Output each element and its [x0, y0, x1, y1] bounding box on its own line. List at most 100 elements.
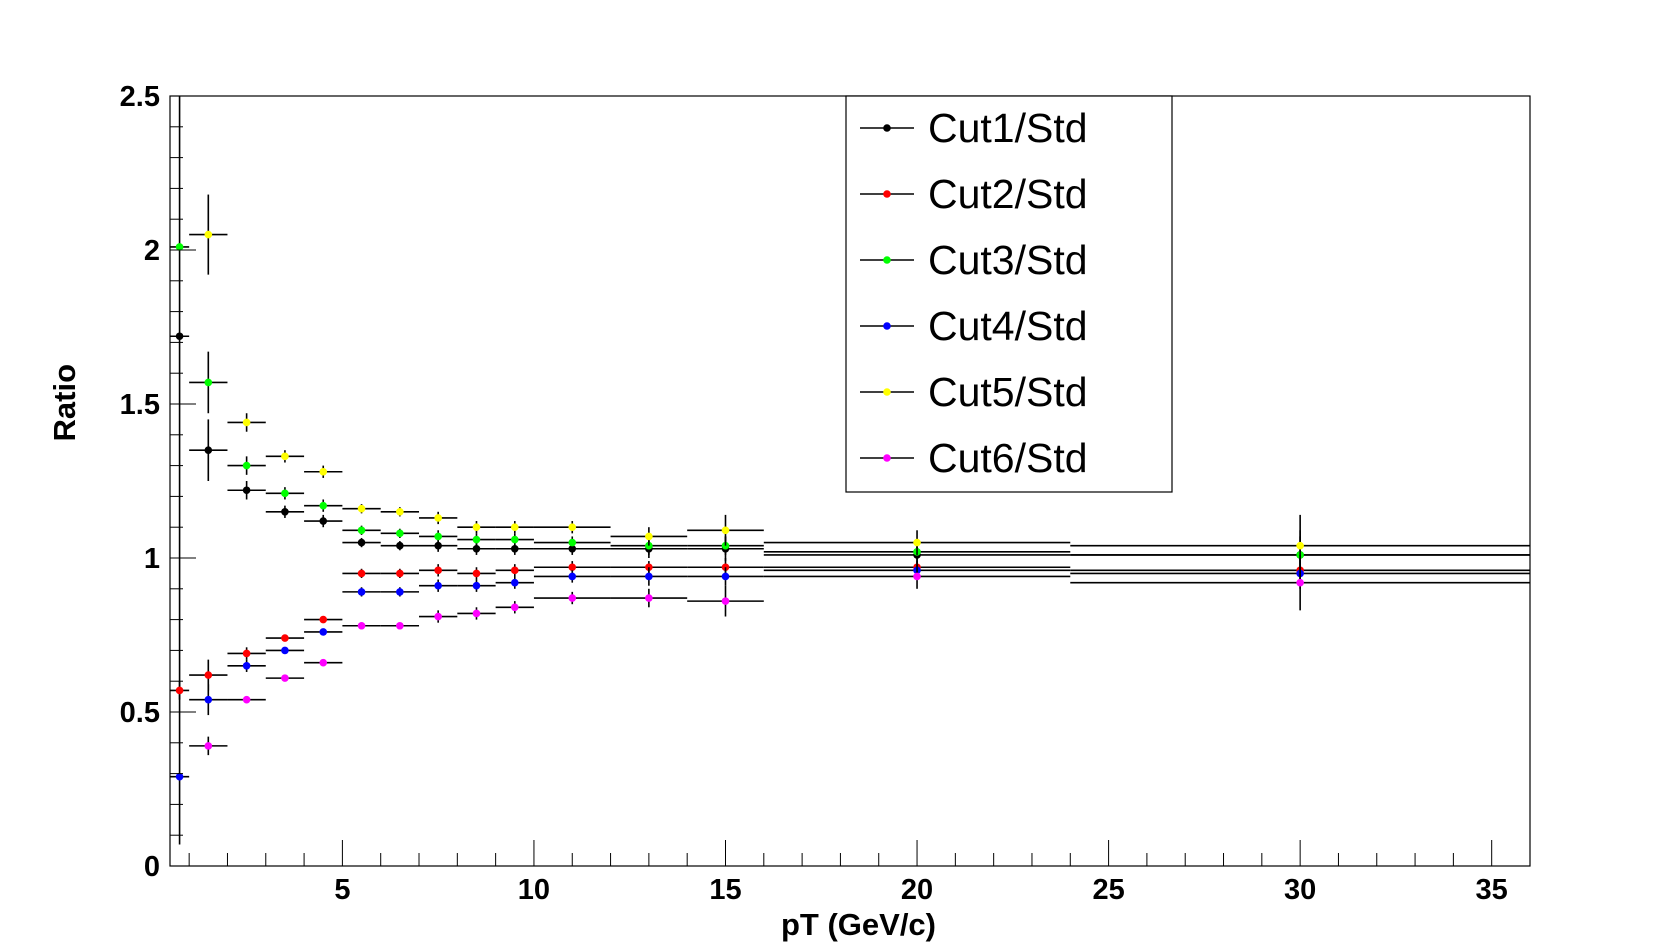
- legend-marker: [883, 388, 891, 396]
- y-tick-label: 0.5: [120, 697, 160, 729]
- data-point: [434, 514, 442, 522]
- x-tick-label: 30: [1284, 874, 1316, 906]
- data-point: [175, 332, 184, 341]
- legend-marker: [883, 454, 891, 462]
- data-point: [242, 418, 251, 427]
- data-point: [568, 594, 577, 602]
- x-tick-label: 5: [334, 874, 350, 906]
- data-point: [242, 695, 251, 704]
- x-tick-label: 20: [901, 874, 933, 906]
- data-point: [357, 588, 366, 596]
- data-point: [204, 378, 213, 387]
- legend-box: [845, 95, 1173, 493]
- data-point: [434, 566, 442, 575]
- data-point: [319, 467, 328, 476]
- data-point: [472, 544, 481, 553]
- data-point: [721, 572, 730, 581]
- legend-label: Cut3/Std: [928, 237, 1088, 283]
- data-point: [242, 662, 251, 670]
- data-point: [281, 646, 289, 655]
- y-tick-label: 2.5: [120, 81, 160, 113]
- data-point: [472, 609, 481, 618]
- data-point: [281, 452, 289, 461]
- data-point: [510, 566, 519, 575]
- data-layer: [170, 96, 1530, 845]
- x-tick-label: 35: [1476, 874, 1508, 906]
- x-tick-label: 15: [709, 874, 741, 906]
- legend-marker: [883, 124, 891, 132]
- data-point: [396, 569, 404, 578]
- legend-label: Cut4/Std: [928, 303, 1088, 349]
- y-tick-label: 0: [144, 851, 160, 883]
- data-point: [568, 563, 577, 572]
- data-point: [242, 649, 251, 658]
- data-point: [242, 486, 251, 495]
- data-point: [175, 772, 184, 781]
- data-point: [204, 695, 213, 704]
- series-Cut5/Std: [189, 194, 1530, 577]
- x-axis-title: pT (GeV/c): [781, 907, 936, 942]
- data-point: [204, 230, 213, 239]
- data-point: [434, 612, 442, 621]
- y-axis-title: Ratio: [47, 364, 82, 442]
- data-point: [645, 594, 653, 602]
- data-point: [510, 603, 519, 612]
- data-point: [204, 671, 213, 679]
- data-point: [434, 581, 442, 590]
- data-point: [319, 628, 328, 636]
- y-tick-label: 1.5: [120, 389, 160, 421]
- legend-marker: [883, 256, 891, 264]
- legend-label: Cut5/Std: [928, 369, 1088, 415]
- data-point: [396, 508, 404, 516]
- legend-label: Cut1/Std: [928, 105, 1088, 151]
- data-point: [281, 674, 289, 682]
- data-point: [396, 541, 404, 550]
- data-point: [319, 658, 328, 667]
- data-point: [434, 541, 442, 550]
- data-point: [396, 621, 404, 630]
- data-point: [510, 523, 519, 531]
- legend: Cut1/Std Cut2/Std Cut3/Std Cut4/Std Cut5/Std…: [845, 95, 1173, 493]
- data-point: [357, 538, 366, 547]
- data-point: [472, 523, 481, 531]
- data-point: [568, 523, 577, 531]
- x-tick-label: 10: [518, 874, 550, 906]
- data-point: [913, 538, 921, 547]
- data-point: [319, 501, 328, 510]
- data-point: [281, 489, 289, 498]
- data-point: [175, 686, 184, 695]
- data-point: [319, 517, 328, 525]
- legend-marker: [883, 190, 891, 198]
- data-point: [472, 581, 481, 590]
- legend-marker: [883, 322, 891, 330]
- data-point: [175, 243, 184, 251]
- series-Cut6/Std: [189, 554, 1530, 756]
- data-point: [472, 569, 481, 578]
- data-point: [472, 535, 481, 544]
- data-point: [357, 569, 366, 578]
- data-point: [434, 532, 442, 541]
- data-point: [281, 508, 289, 516]
- data-point: [204, 446, 213, 455]
- data-point: [568, 572, 577, 581]
- y-tick-label: 1: [144, 543, 160, 575]
- data-point: [396, 529, 404, 538]
- data-point: [357, 621, 366, 630]
- x-tick-label: 25: [1092, 874, 1124, 906]
- data-point: [281, 634, 289, 642]
- data-point: [1296, 578, 1304, 587]
- data-point: [645, 572, 653, 581]
- data-point: [645, 532, 653, 541]
- data-point: [510, 578, 519, 587]
- data-point: [568, 538, 577, 547]
- data-point: [510, 544, 519, 553]
- data-point: [721, 597, 730, 605]
- data-point: [319, 615, 328, 624]
- data-point: [510, 535, 519, 544]
- data-point: [721, 526, 730, 535]
- axis-layer: 5 10 15 20 25 30 35 0 0.5 1 1.5 2 2.5: [120, 81, 1531, 906]
- legend-label: Cut6/Std: [928, 435, 1088, 481]
- data-point: [1296, 541, 1304, 550]
